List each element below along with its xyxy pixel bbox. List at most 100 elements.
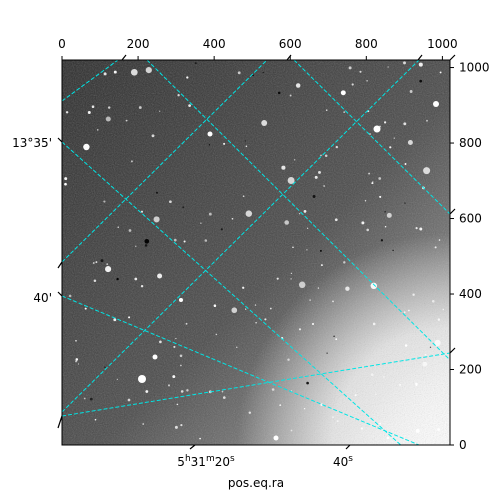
star (215, 333, 218, 336)
world-tick (121, 54, 127, 61)
star (223, 142, 226, 145)
star (298, 328, 302, 331)
star (343, 111, 346, 114)
star (91, 105, 95, 108)
star (103, 200, 106, 203)
star (348, 66, 352, 70)
star (103, 72, 107, 76)
star (172, 375, 176, 379)
y-right-tick-label: 200 (459, 363, 482, 377)
star (409, 90, 413, 93)
bright-star (433, 101, 439, 107)
star (419, 227, 423, 231)
star (384, 225, 387, 228)
star (354, 394, 357, 397)
star (125, 119, 128, 122)
star (415, 382, 418, 386)
star (336, 420, 339, 422)
star (180, 364, 182, 367)
star (107, 106, 111, 109)
star (434, 246, 437, 249)
star (220, 228, 223, 231)
world-tick (286, 54, 292, 61)
star (75, 360, 78, 363)
star (298, 213, 301, 215)
star (380, 239, 384, 242)
star (255, 322, 257, 324)
y-right-tick-label: 800 (459, 136, 482, 150)
star (279, 404, 282, 406)
star (345, 286, 350, 291)
star (334, 218, 338, 222)
star (364, 200, 367, 202)
star (306, 249, 308, 251)
star (312, 195, 316, 198)
star (303, 408, 306, 410)
star (134, 277, 138, 281)
star (303, 210, 307, 213)
star (75, 358, 79, 361)
world-tick (449, 208, 456, 215)
star (106, 263, 109, 266)
star (176, 403, 179, 406)
star (404, 344, 408, 347)
star (351, 83, 354, 86)
star (194, 62, 197, 65)
star (332, 416, 334, 418)
star (179, 354, 183, 358)
bright-star (179, 298, 183, 302)
star (188, 104, 191, 107)
star (423, 167, 431, 175)
world-tick (449, 347, 456, 354)
star (407, 140, 413, 145)
star (271, 388, 275, 391)
world-tick (57, 291, 63, 297)
star (75, 340, 77, 342)
star (134, 245, 137, 248)
star (335, 145, 338, 149)
star (200, 222, 202, 224)
star (379, 195, 382, 198)
star (290, 429, 293, 432)
star (153, 216, 160, 223)
star (306, 381, 309, 385)
star (287, 177, 295, 184)
star (142, 423, 144, 425)
star (83, 397, 86, 400)
star (93, 279, 97, 282)
star (290, 278, 292, 280)
x-top-tick-label: 400 (203, 37, 226, 51)
star (157, 273, 163, 279)
dec-tick-label-2: 40' (33, 291, 52, 305)
star (384, 211, 386, 213)
star (403, 61, 406, 65)
star (437, 318, 441, 321)
star (113, 318, 117, 322)
star (204, 239, 208, 242)
star (231, 217, 234, 220)
star (370, 282, 378, 290)
star (127, 398, 131, 402)
star (140, 285, 144, 288)
bright-star (373, 125, 381, 133)
star (245, 145, 248, 148)
star (399, 383, 402, 386)
star (173, 238, 177, 242)
star (361, 221, 365, 225)
star (320, 154, 322, 156)
star (422, 361, 428, 367)
plot-area (62, 60, 450, 445)
star (145, 390, 149, 393)
star (298, 281, 306, 289)
star (319, 249, 322, 252)
star (130, 160, 133, 163)
star (289, 94, 292, 97)
star (128, 316, 131, 319)
plot-frame (61, 59, 451, 446)
star (277, 91, 281, 95)
star (262, 71, 265, 74)
star (138, 106, 142, 109)
star (89, 397, 93, 401)
x-top-tick-label: 1000 (427, 37, 458, 51)
star (151, 134, 155, 138)
